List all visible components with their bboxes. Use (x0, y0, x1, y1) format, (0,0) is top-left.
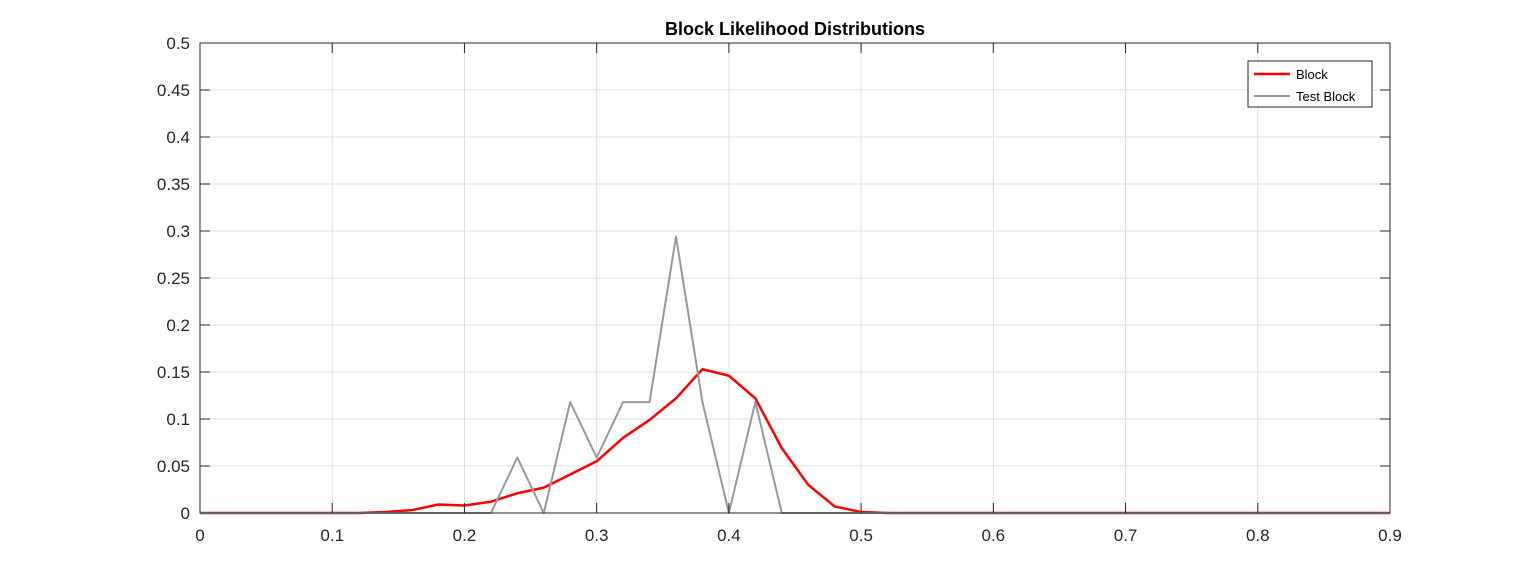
axes: 0 0.1 0.2 0.3 0.4 0.5 0.6 0.7 0.8 0.9 0 0.05 0.1 0.15… (157, 34, 1402, 545)
grid (199, 42, 1391, 514)
x-tick-label: 0.2 (453, 526, 477, 545)
x-tick-label: 0.1 (320, 526, 344, 545)
y-tick-label: 0.4 (166, 128, 190, 147)
y-tick-label: 0.05 (157, 457, 190, 476)
x-tick-label: 0.6 (982, 526, 1006, 545)
y-tick-label: 0 (181, 504, 190, 523)
y-tick-label: 0.1 (166, 410, 190, 429)
y-tick-label: 0.45 (157, 81, 190, 100)
x-tick-label: 0.3 (585, 526, 609, 545)
x-tick-label: 0.8 (1246, 526, 1270, 545)
y-tick-label: 0.15 (157, 363, 190, 382)
legend-box (1247, 60, 1373, 108)
chart-title: Block Likelihood Distributions (665, 19, 925, 39)
y-tick-label: 0.25 (157, 269, 190, 288)
y-tick-label: 0.35 (157, 175, 190, 194)
x-tick-label: 0.9 (1378, 526, 1402, 545)
x-tick-label: 0.4 (717, 526, 741, 545)
y-tick-label: 0.2 (166, 316, 190, 335)
y-tick-label: 0.5 (166, 34, 190, 53)
x-tick-label: 0.7 (1114, 526, 1138, 545)
legend: Block Test Block (1247, 60, 1373, 108)
legend-label: Block (1296, 67, 1328, 82)
x-tick-label: 0.5 (849, 526, 873, 545)
legend-label: Test Block (1296, 89, 1356, 104)
y-tick-label: 0.3 (166, 222, 190, 241)
x-tick-label: 0 (195, 526, 204, 545)
